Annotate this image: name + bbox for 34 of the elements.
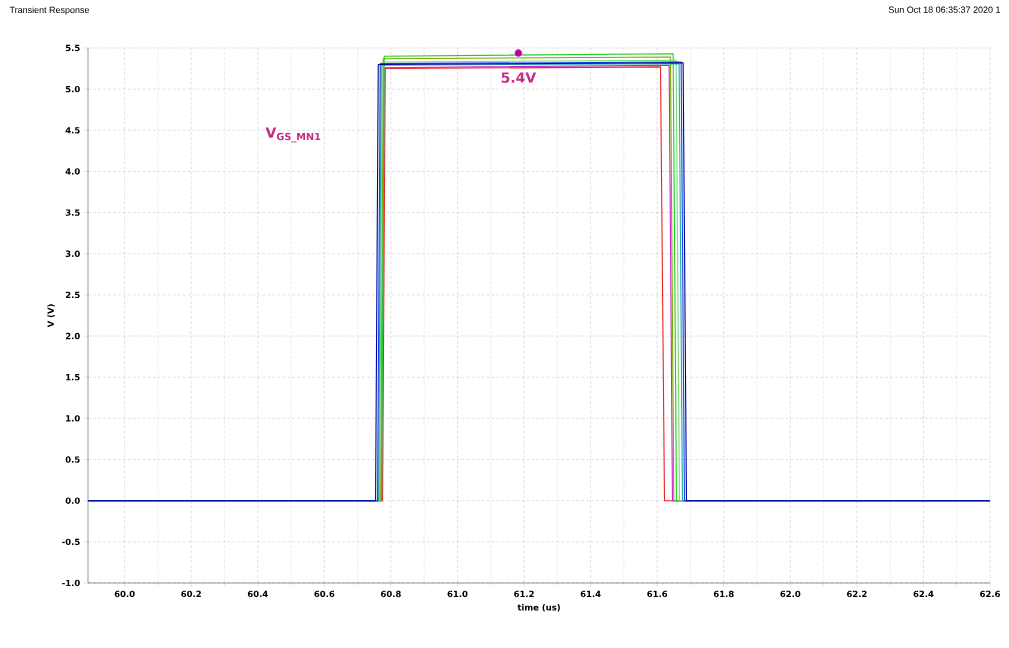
text: Sun Oct 18 06:35:37 2020 1 (888, 6, 1001, 13)
x-tick-label: 61.0 (447, 590, 468, 598)
y-tick-label: 0.5 (65, 456, 80, 463)
y-tick-label: 2.5 (65, 291, 80, 299)
y-tick-label: 4.0 (65, 168, 80, 175)
x-tick-label: 61.8 (713, 590, 734, 598)
y-tick-label: 0.0 (65, 497, 80, 504)
x-tick-label: 61.2 (514, 590, 534, 598)
y-tick-label: 1.5 (66, 374, 80, 381)
annotation: V$_{GS_MN1}$ (265, 127, 321, 143)
x-tick-label: 60.6 (314, 590, 335, 598)
x-tick-label: 62.0 (780, 590, 801, 598)
x-tick-label: 62.4 (913, 590, 934, 598)
y-tick-label: 1.0 (66, 415, 80, 422)
chart-title: Transient Response (9, 6, 90, 15)
y-tick-label: 3.0 (65, 250, 80, 257)
y-tick-label: 5.5 (65, 44, 80, 52)
y-tick-label: 5.0 (65, 85, 80, 93)
y-axis-title: V (V) (47, 304, 55, 328)
x-tick-label: 62.6 (980, 590, 1001, 598)
x-tick-label: 60.0 (114, 590, 135, 598)
annotation: 5.4V (501, 72, 537, 83)
x-tick-label: 61.4 (580, 590, 601, 598)
x-axis-title: time (us) (517, 604, 560, 612)
y-tick-label: 2.0 (65, 332, 80, 340)
x-tick-label: 60.2 (181, 590, 201, 598)
x-tick-label: 60.8 (380, 590, 401, 598)
x-tick-label: 62.2 (846, 590, 867, 598)
y-tick-label: 3.5 (65, 209, 80, 216)
y-tick-label: -1.0 (62, 579, 80, 587)
y-tick-label: -0.5 (62, 538, 80, 546)
y-tick-label: 4.5 (65, 127, 80, 134)
x-tick-label: 60.4 (247, 590, 268, 598)
x-tick-label: 61.6 (647, 590, 668, 598)
